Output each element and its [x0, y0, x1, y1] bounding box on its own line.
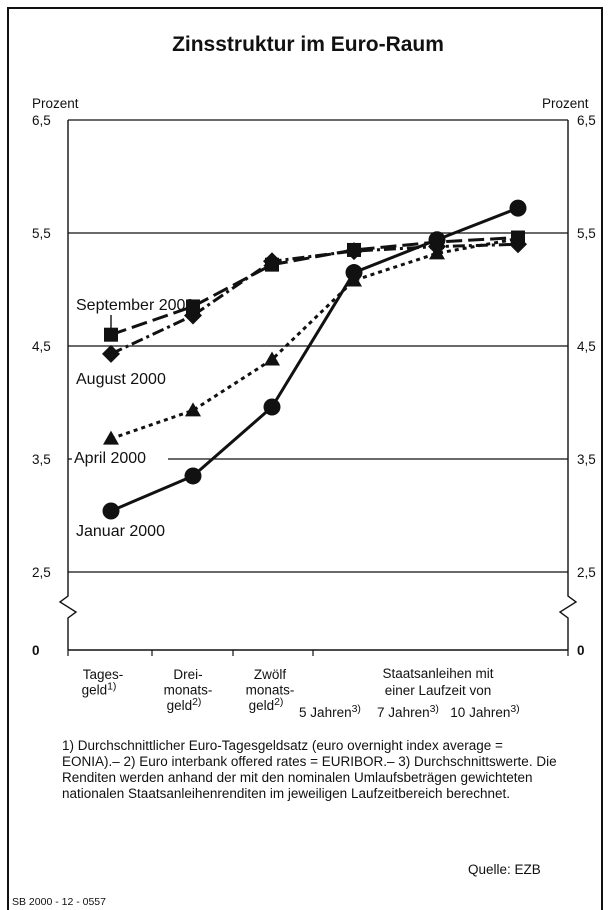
data-point	[184, 467, 202, 485]
series-label: April 2000	[74, 450, 146, 467]
series-line	[110, 206, 519, 513]
data-point	[428, 231, 446, 249]
data-point	[185, 402, 201, 417]
series-label: September 2000	[76, 297, 194, 314]
x-tick-label: 10 Jahren3)	[450, 703, 519, 720]
footnote: 1) Durchschnittlicher Euro-Tagesgeldsatz…	[62, 738, 557, 801]
source-note: Quelle: EZB	[468, 862, 541, 877]
series-line	[110, 236, 519, 337]
data-point	[345, 264, 363, 282]
data-point	[102, 344, 120, 363]
x-tick-label: Tages-geld1)	[82, 667, 124, 698]
series-line	[110, 242, 519, 356]
series-line	[110, 237, 519, 441]
label-background	[72, 448, 168, 467]
data-point	[263, 398, 281, 416]
x-tick-label: 5 Jahren3)	[299, 703, 361, 720]
data-point	[264, 351, 280, 366]
y-axis-label-left: Prozent	[32, 96, 79, 111]
data-point	[186, 299, 200, 314]
chart-title: Zinsstruktur im Euro-Raum	[172, 33, 444, 56]
y-tick-label-right: 3,5	[577, 452, 596, 467]
data-point	[102, 502, 120, 520]
series-label: August 2000	[76, 371, 166, 388]
chart-frame	[7, 7, 603, 910]
x-group-label: Staatsanleihen mit einer Laufzeit von	[382, 666, 493, 698]
y-tick-label-left: 2,5	[32, 565, 51, 580]
y-tick-label-left: 6,5	[32, 113, 51, 128]
y-tick-label-right: 6,5	[577, 113, 596, 128]
chart-code: SB 2000 - 12 - 0557	[12, 896, 106, 908]
data-point	[104, 327, 118, 342]
data-point	[429, 245, 445, 260]
data-point	[509, 199, 527, 217]
x-tick-label: Zwölf monats-geld2)	[246, 667, 295, 713]
y-tick-label-right: 0	[577, 643, 585, 658]
y-tick-label-left: 0	[32, 643, 40, 658]
y-tick-label-right: 4,5	[577, 339, 596, 354]
data-point	[103, 430, 119, 445]
x-tick-label: 7 Jahren3)	[377, 703, 439, 720]
y-axis-label-right: Prozent	[542, 96, 589, 111]
x-tick-label: Drei-monats-geld2)	[164, 667, 213, 713]
y-tick-label-left: 5,5	[32, 226, 51, 241]
y-tick-label-right: 2,5	[577, 565, 596, 580]
y-axis-right	[558, 120, 578, 650]
series-label: Januar 2000	[76, 523, 165, 540]
y-axis-left	[58, 120, 78, 650]
data-point	[263, 252, 281, 271]
y-tick-label-right: 5,5	[577, 226, 596, 241]
y-tick-label-left: 4,5	[32, 339, 51, 354]
data-point	[510, 230, 526, 245]
y-tick-label-left: 3,5	[32, 452, 51, 467]
data-point	[345, 242, 363, 261]
data-point	[184, 306, 202, 325]
